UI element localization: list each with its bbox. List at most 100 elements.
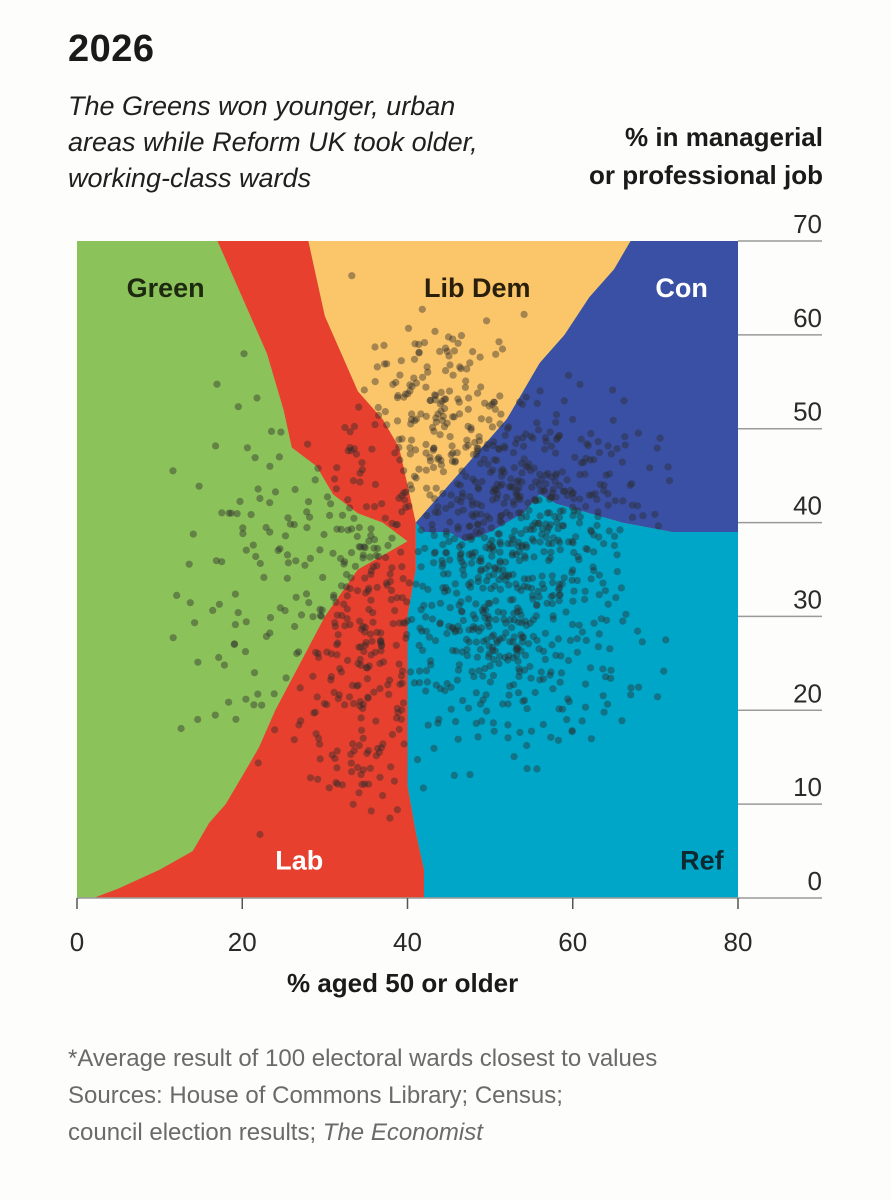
x-tick-label: 20 bbox=[228, 927, 257, 957]
data-point bbox=[514, 604, 522, 612]
data-point bbox=[563, 491, 571, 499]
data-point bbox=[398, 706, 406, 714]
data-point bbox=[504, 425, 512, 433]
data-point bbox=[297, 717, 305, 725]
data-point bbox=[281, 532, 290, 540]
data-point bbox=[528, 483, 536, 491]
data-point bbox=[173, 591, 181, 600]
data-point bbox=[424, 585, 432, 594]
data-point bbox=[555, 705, 563, 713]
data-point bbox=[346, 444, 354, 452]
data-point bbox=[480, 534, 489, 542]
data-point bbox=[455, 601, 463, 609]
data-point bbox=[548, 572, 556, 580]
data-point bbox=[549, 612, 557, 620]
data-point bbox=[499, 700, 507, 708]
data-point bbox=[618, 458, 626, 466]
data-point bbox=[462, 635, 471, 644]
data-point bbox=[311, 476, 319, 484]
data-point bbox=[382, 553, 390, 562]
data-point bbox=[542, 437, 550, 445]
data-point bbox=[374, 744, 382, 753]
data-point bbox=[536, 387, 544, 395]
data-point bbox=[546, 428, 554, 436]
data-point bbox=[467, 535, 475, 544]
data-point bbox=[340, 600, 348, 608]
data-point bbox=[454, 666, 463, 674]
data-point bbox=[468, 549, 476, 558]
data-point bbox=[569, 503, 577, 511]
data-point bbox=[239, 530, 247, 538]
data-point bbox=[371, 378, 379, 386]
data-point bbox=[466, 532, 474, 541]
data-point bbox=[493, 456, 501, 464]
data-point bbox=[469, 611, 477, 619]
data-point bbox=[426, 453, 434, 461]
data-point bbox=[417, 526, 425, 534]
data-point bbox=[420, 339, 429, 347]
data-point bbox=[555, 580, 564, 588]
data-point bbox=[365, 662, 373, 670]
data-point bbox=[488, 632, 496, 641]
data-point bbox=[375, 553, 383, 561]
data-point bbox=[402, 634, 410, 642]
data-point bbox=[479, 584, 487, 592]
data-point bbox=[362, 503, 371, 511]
data-point bbox=[242, 546, 250, 554]
data-point bbox=[551, 478, 559, 486]
data-point bbox=[622, 610, 630, 618]
data-point bbox=[415, 340, 423, 348]
data-point bbox=[337, 554, 345, 563]
data-point bbox=[398, 594, 407, 602]
data-point bbox=[597, 615, 606, 623]
data-point bbox=[459, 696, 467, 705]
data-point bbox=[471, 478, 480, 486]
data-point bbox=[569, 415, 577, 424]
data-point bbox=[556, 431, 564, 440]
data-point bbox=[395, 725, 403, 734]
data-point bbox=[304, 498, 313, 506]
data-point bbox=[437, 456, 445, 464]
data-point bbox=[404, 324, 413, 332]
data-point bbox=[535, 481, 543, 489]
data-point bbox=[581, 470, 589, 478]
data-point bbox=[515, 477, 523, 485]
data-point bbox=[442, 504, 450, 513]
data-point bbox=[528, 574, 537, 582]
data-point bbox=[445, 537, 453, 546]
data-point bbox=[549, 591, 557, 600]
data-point bbox=[442, 528, 450, 536]
data-point bbox=[477, 459, 485, 468]
data-point bbox=[555, 597, 563, 605]
data-point bbox=[344, 526, 352, 534]
data-point bbox=[476, 353, 484, 361]
data-point bbox=[357, 625, 366, 633]
data-point bbox=[489, 719, 497, 727]
data-point bbox=[398, 492, 406, 500]
data-point bbox=[369, 563, 377, 571]
data-point bbox=[613, 568, 621, 576]
data-point bbox=[491, 405, 499, 413]
data-point bbox=[542, 471, 550, 479]
data-point bbox=[194, 658, 202, 666]
data-point bbox=[541, 655, 549, 664]
data-point bbox=[570, 548, 578, 557]
data-point bbox=[595, 630, 603, 638]
data-point bbox=[452, 718, 460, 726]
data-point bbox=[394, 709, 402, 717]
data-point bbox=[515, 509, 523, 517]
data-point bbox=[545, 523, 553, 532]
data-point bbox=[559, 705, 567, 713]
data-point bbox=[366, 764, 374, 772]
data-point bbox=[533, 419, 541, 427]
data-point bbox=[638, 638, 646, 646]
data-point bbox=[579, 458, 588, 467]
data-point bbox=[454, 735, 462, 743]
data-point bbox=[330, 593, 338, 602]
data-point bbox=[450, 347, 458, 355]
data-point bbox=[555, 586, 563, 594]
data-point bbox=[440, 588, 449, 596]
data-point bbox=[477, 567, 485, 575]
data-point bbox=[594, 513, 602, 521]
data-point bbox=[509, 498, 517, 506]
